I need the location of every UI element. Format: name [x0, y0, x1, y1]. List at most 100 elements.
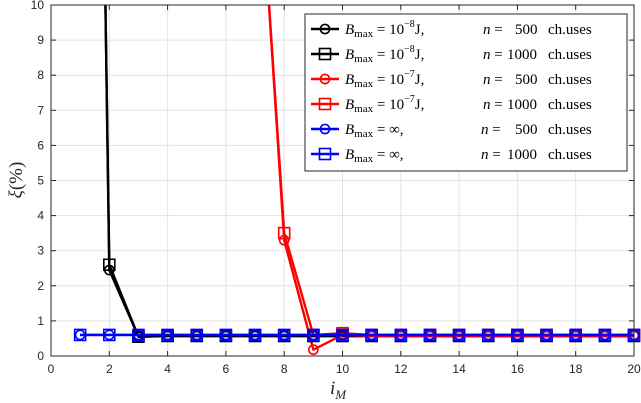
legend-n-value: 500: [515, 72, 538, 88]
legend-subscript: max: [354, 28, 373, 40]
legend-marker: [318, 147, 332, 161]
legend-label: Bmax = ∞, n = 500 ch.uses: [345, 122, 592, 140]
legend-n-value: 500: [515, 22, 538, 38]
x-tick-label: 6: [223, 362, 230, 376]
legend-equals: =: [489, 147, 501, 163]
legend-label: Bmax = ∞, n = 1000 ch.uses: [345, 147, 592, 165]
legend-base: ∞,: [389, 147, 403, 163]
data-point: [191, 329, 203, 341]
legend-label: Bmax = 10−7J, n = 500 ch.uses: [345, 69, 592, 90]
data-point: [278, 329, 290, 341]
legend-n-value: 1000: [507, 47, 537, 63]
y-tick-label: 1: [37, 314, 44, 328]
legend-n: n: [481, 122, 489, 138]
y-axis-label-unit: (%): [6, 162, 27, 190]
legend-exponent: −8: [404, 19, 415, 30]
x-tick-label: 8: [281, 362, 288, 376]
legend-equals: =: [373, 147, 389, 163]
legend-subscript: max: [354, 78, 373, 90]
legend-entry: Bmax = 10−7J, n = 500 ch.uses: [311, 69, 592, 90]
legend-uses: ch.uses: [548, 72, 592, 88]
series-markers: [73, 328, 641, 342]
legend-n-value: 1000: [507, 147, 537, 163]
legend-subscript: max: [354, 103, 373, 115]
series-markers: [74, 329, 640, 341]
legend-equals: =: [489, 122, 501, 138]
y-tick-label: 5: [37, 174, 44, 188]
data-point: [395, 329, 407, 341]
y-axis-label: ξ(%): [6, 162, 27, 199]
legend-box: [304, 13, 628, 172]
legend-equals: =: [491, 22, 503, 38]
data-point: [598, 328, 612, 342]
legend-entry: Bmax = 10−8J, n = 1000 ch.uses: [311, 44, 592, 65]
data-point: [569, 328, 583, 342]
legend-n-value: 500: [515, 122, 538, 138]
legend-symbol: B: [345, 22, 354, 38]
legend-base: 10: [389, 22, 404, 38]
legend-marker: [318, 47, 332, 61]
x-tick-label: 18: [569, 362, 583, 376]
legend-label: Bmax = 10−8J, n = 500 ch.uses: [345, 19, 592, 40]
x-tick-label: 2: [106, 362, 113, 376]
x-tick-label: 12: [394, 362, 408, 376]
legend-symbol: B: [345, 147, 354, 163]
legend-unit: J,: [415, 22, 425, 38]
x-tick-label: 20: [627, 362, 641, 376]
legend-n: n: [483, 22, 491, 38]
y-tick-label: 8: [37, 68, 44, 82]
data-point: [512, 329, 523, 341]
legend-base: ∞,: [389, 122, 403, 138]
legend-equals: =: [491, 72, 503, 88]
legend-uses: ch.uses: [548, 97, 592, 113]
data-point: [249, 329, 261, 341]
data-point: [74, 329, 86, 341]
legend-unit: J,: [415, 47, 425, 63]
data-point: [423, 328, 437, 342]
legend-marker: [319, 123, 331, 135]
data-point: [337, 329, 348, 341]
legend-unit: J,: [415, 97, 425, 113]
svg-text:iM: iM: [330, 378, 347, 402]
data-point: [365, 328, 378, 342]
legend-label: Bmax = 10−8J, n = 1000 ch.uses: [345, 44, 592, 65]
legend-base: 10: [389, 47, 404, 63]
plot-area: [73, 5, 641, 356]
data-point: [248, 328, 262, 342]
data-point: [453, 329, 465, 341]
x-tick-label: 16: [511, 362, 525, 376]
y-tick-label: 0: [37, 349, 44, 363]
legend-subscript: max: [354, 53, 373, 65]
x-tick-label: 10: [336, 362, 350, 376]
data-point: [540, 328, 553, 342]
y-tick-label: 4: [37, 209, 44, 223]
legend-symbol: B: [345, 122, 354, 138]
data-point: [452, 328, 466, 342]
y-tick-label: 7: [37, 103, 44, 117]
legend-exponent: −8: [404, 44, 415, 55]
legend-n: n: [483, 97, 491, 113]
legend-base: 10: [389, 72, 404, 88]
data-point: [277, 328, 291, 342]
legend-marker: [319, 23, 331, 35]
legend-equals: =: [491, 47, 503, 63]
legend-subscript: max: [354, 153, 373, 165]
legend-equals: =: [373, 47, 389, 63]
data-point: [219, 328, 233, 342]
data-point: [73, 328, 87, 342]
data-point: [366, 329, 378, 341]
data-point: [220, 329, 232, 341]
legend-entry: Bmax = ∞, n = 1000 ch.uses: [311, 147, 592, 165]
legend-symbol: B: [345, 47, 354, 63]
data-point: [132, 328, 145, 342]
data-point: [190, 328, 204, 342]
data-point: [103, 328, 116, 342]
data-point: [278, 234, 290, 246]
y-tick-label: 3: [37, 244, 44, 258]
data-point: [424, 329, 436, 341]
y-tick-label: 10: [31, 0, 45, 12]
legend-uses: ch.uses: [548, 122, 592, 138]
legend-marker: [319, 73, 331, 85]
data-point: [336, 328, 349, 342]
